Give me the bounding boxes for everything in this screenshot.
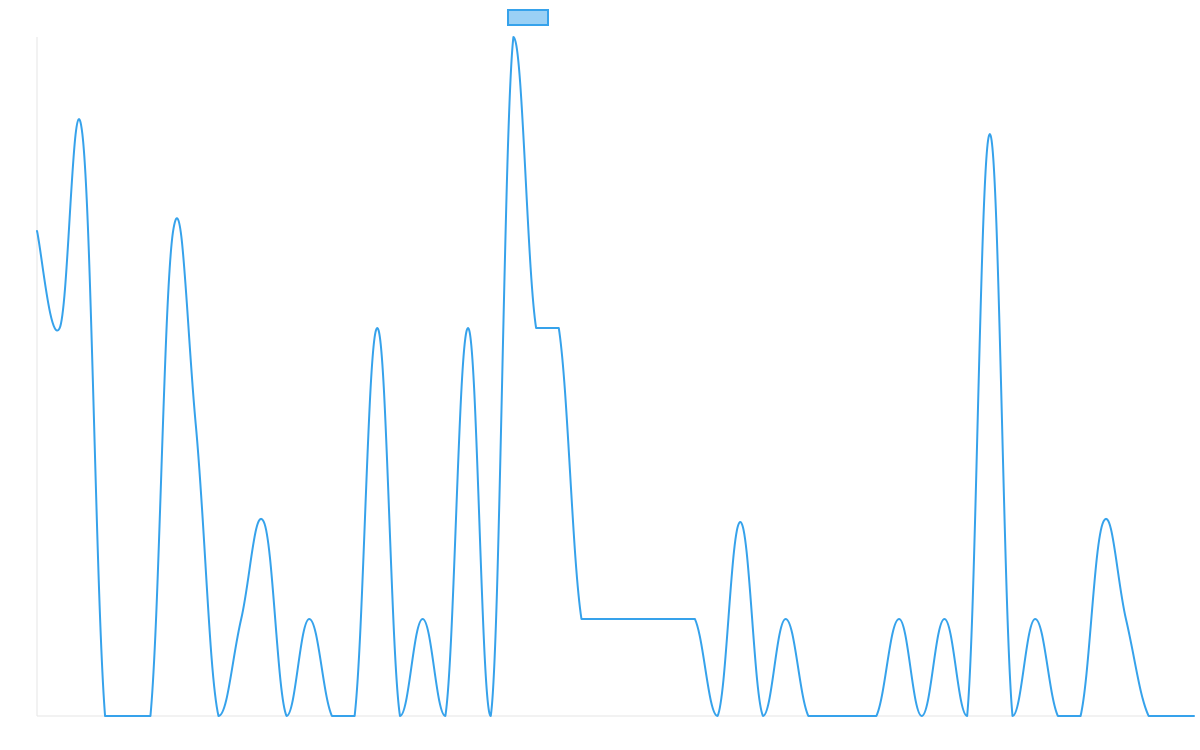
legend-swatch[interactable] xyxy=(507,9,549,26)
series-group xyxy=(36,36,1195,717)
legend[interactable] xyxy=(507,9,549,26)
series-line-0[interactable] xyxy=(36,36,1195,717)
